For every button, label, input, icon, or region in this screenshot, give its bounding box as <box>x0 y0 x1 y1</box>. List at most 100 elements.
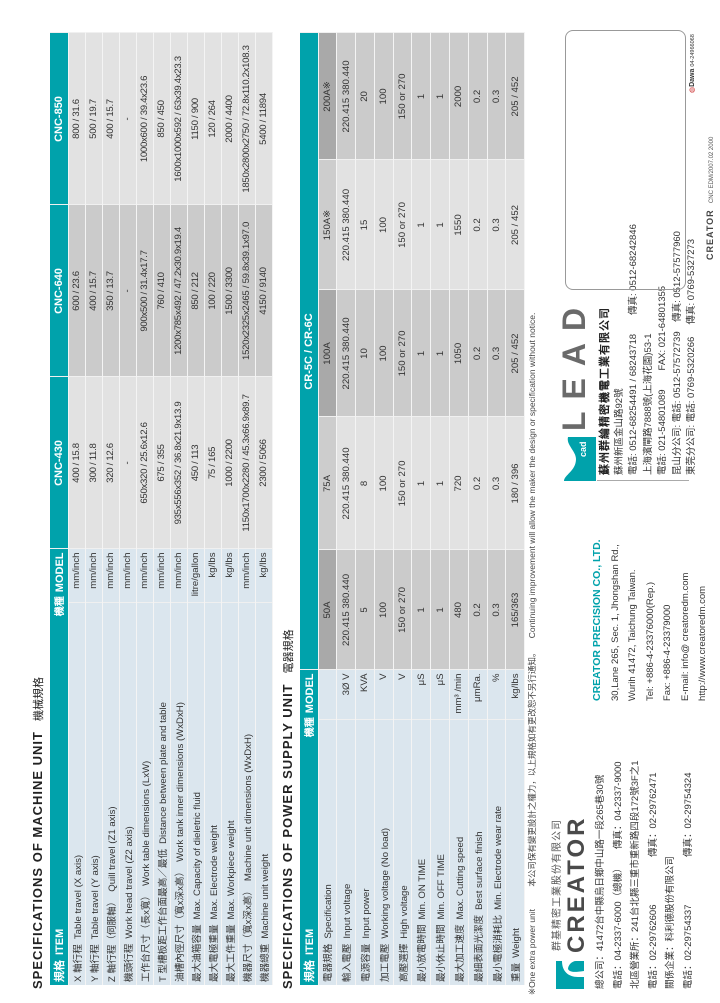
row-label: 最大電極重量 Max. Electrode weight <box>204 603 221 985</box>
table-row: 最大電極重量 Max. Electrode weight kg/lbs 75 / 16… <box>204 32 221 985</box>
creator-line: 總公司：41472台中縣烏日鄉中山路一段265巷30號 <box>595 774 606 989</box>
row-label-cn: 最大油箱容量 <box>191 924 203 982</box>
cell-value: 480 <box>449 549 469 670</box>
row-label-en: Work head travel (Z2 axis) <box>123 826 135 939</box>
power-title-en: SPECIFICATIONS OF POWER SUPPLY UNIT <box>280 683 295 989</box>
footer-brand: CREATOR <box>705 209 715 260</box>
table-row: Z 軸行程（伺服軸）Quill travel (Z1 axis) mm/inch 3… <box>102 32 119 985</box>
creator-link-email[interactable]: E-mail: info@ creatoredm.com <box>679 572 691 701</box>
table-row: 高壓選擇High voltage V 150 or 270 150 or 270 150… <box>393 32 412 985</box>
cell-value: 150A※ <box>318 159 337 290</box>
row-label-cn: Z 軸行程（伺服軸） <box>106 896 118 982</box>
cell-value: 1050 <box>449 289 469 417</box>
creator-line: 電話：02-29754337 傳真：02-29754324 <box>682 772 694 990</box>
cell-value: 1000x600 / 39.4x23.6 <box>136 32 153 205</box>
row-label-en: Max. Capacity of dieletric fluid <box>191 792 203 920</box>
row-label-cn: 電源容量 <box>360 943 372 982</box>
row-label: 最大加工速度 Max. Cutting speed <box>449 720 469 985</box>
machine-section-title: SPECIFICATIONS OF MACHINE UNIT 機械規格 <box>30 677 46 989</box>
cell-value: 0.2 <box>468 416 488 550</box>
cell-value: 15 <box>355 159 375 290</box>
row-unit: V <box>374 669 394 720</box>
cell-value: 0.3 <box>487 549 506 670</box>
row-unit: % <box>487 669 506 720</box>
cell-value: 200A※ <box>318 32 337 160</box>
row-unit: V <box>393 669 412 720</box>
row-label-cn: 重量 <box>511 962 523 982</box>
series-header: CR-5C / CR-6C <box>300 32 318 670</box>
cell-value: - <box>119 376 136 549</box>
row-label-cn: 機器尺寸（寬x深x高） <box>242 886 254 982</box>
machine-spec-table: 規格 ITEM 機種 MODEL CNC-430 CNC-640 CNC-850 X 軸行程 T… <box>50 32 273 985</box>
cell-value: 1520x2325x2465 / 59.8x39.1x97.0 <box>238 204 255 377</box>
row-label-en: Machine unit weight <box>259 853 271 939</box>
cell-value: 100 / 220 <box>204 204 221 377</box>
row-label-cn: Y 軸行程 <box>89 944 101 982</box>
creator-line: 電話：02-29762606 傳真：02-29762471 <box>647 772 659 990</box>
row-label-en: Min. OFF TIME <box>436 854 448 920</box>
row-label-en: Weight <box>511 928 523 958</box>
printer-name: Dawa <box>689 68 696 87</box>
table-row: T 型槽板距工作台面最高／最低 Distance between plate an… <box>153 32 170 985</box>
header-item-en: ITEM <box>303 928 316 955</box>
row-label: T 型槽板距工作台面最高／最低 Distance between plate an… <box>153 603 170 985</box>
cell-value: 150 or 270 <box>393 32 412 160</box>
cell-value: 450 / 113 <box>187 376 204 549</box>
cell-value: 205 / 452 <box>505 159 525 290</box>
table-header-row: 規格 ITEM 機種 MODEL CNC-430 CNC-640 CNC-850 <box>50 32 68 985</box>
cell-value: 0.2 <box>468 289 488 417</box>
row-unit: mm/inch <box>119 548 136 603</box>
cell-value: 1 <box>430 289 450 417</box>
table-row: X 軸行程 Table travel (X axis) mm/inch 400 / 1… <box>68 32 85 985</box>
cell-value: 800 / 31.6 <box>68 32 85 205</box>
notice-en: Continuing improvement will allow the ma… <box>527 312 537 639</box>
row-unit: kg/lbs <box>204 548 221 603</box>
cell-value: 100 <box>374 289 394 417</box>
table-row: 最小電極消耗比Min. Electrode wear rate% 0.3 0.3 0.… <box>487 32 506 985</box>
row-unit: kg/lbs <box>255 548 272 603</box>
row-label-cn: 機頭行程 <box>123 943 135 982</box>
notice-cn: 本公司保有變更設計之權力，以上規格如有更改恕不另行通知。 <box>527 648 537 887</box>
header-item: 規格 ITEM 機種 MODEL <box>50 548 68 985</box>
header-item: 規格 ITEM 機種 MODEL <box>300 669 318 985</box>
creator-link-website[interactable]: http://www.creatoredm.com <box>697 585 708 701</box>
lead-line: 東莞分公司: 電話: 0769-5320266 傳真: 0769-5327273 <box>686 238 697 475</box>
cell-value: 850 / 450 <box>153 32 170 205</box>
row-label-en: Quill travel (Z1 axis) <box>106 806 118 892</box>
row-label: 最大油箱容量 Max. Capacity of dieletric fluid <box>187 603 204 985</box>
table-row: 機器總重 Machine unit weight kg/lbs 2300 / 5066… <box>255 32 272 985</box>
row-label-en: Work table dimensions (LxW) <box>140 760 152 886</box>
row-unit: μmRa. <box>468 669 488 720</box>
cell-value: 1 <box>430 549 450 670</box>
cell-value: 2000 / 4400 <box>221 32 238 205</box>
table-row: 油槽內徑尺寸（寬x深x高） Work tank inner dimensions … <box>170 32 187 985</box>
row-label-cn: 油槽內徑尺寸（寬x深x高） <box>174 866 186 982</box>
row-label-cn: T 型槽板距工作台面最高／最低 <box>157 848 169 982</box>
cell-value: 300 / 11.8 <box>85 376 102 549</box>
cell-value: 120 / 264 <box>204 32 221 205</box>
cell-value: - <box>119 32 136 205</box>
cell-value: 220.415 380.440 <box>336 289 356 417</box>
table-row: 最大工件重量 Max. Workpiece weight kg/lbs 1000 / … <box>221 32 238 985</box>
row-label-cn: 最細表面光潔度 <box>473 914 485 982</box>
row-unit: litre/gallon <box>187 548 204 603</box>
creator-line: 關係企業：科利德股份有限公司 <box>665 855 676 989</box>
table-row: 機器尺寸（寬x深x高） Machine unit dimensions (WxDx… <box>238 32 255 985</box>
row-label-en: Machine unit dimensions (WxDxH) <box>242 733 254 882</box>
cell-value: 5400 / 11894 <box>255 32 272 205</box>
printer-info: ◍Dawa 04-24966068 <box>688 34 696 93</box>
cell-value: 100A <box>318 289 337 417</box>
lead-logo-text: LEAD <box>556 295 592 431</box>
svg-text:cad: cad <box>578 441 588 457</box>
row-unit: mm/inch <box>102 548 119 603</box>
cell-value: 1 <box>411 159 431 290</box>
row-label-cn: 高壓選擇 <box>398 943 410 982</box>
cell-value: - <box>119 204 136 377</box>
table-row: 輸入電壓Input voltage 3Ø V 220.415 380.440 220.… <box>336 32 356 985</box>
machine-title-en: SPECIFICATIONS OF MACHINE UNIT <box>30 731 45 989</box>
cell-value: 850 / 212 <box>187 204 204 377</box>
header-model: 機種 MODEL <box>51 552 66 616</box>
row-label-en: Input voltage <box>342 883 354 939</box>
row-label-en: Working voltage (No load) <box>379 827 391 939</box>
row-label: 機頭行程 Work head travel (Z2 axis) <box>119 603 136 985</box>
